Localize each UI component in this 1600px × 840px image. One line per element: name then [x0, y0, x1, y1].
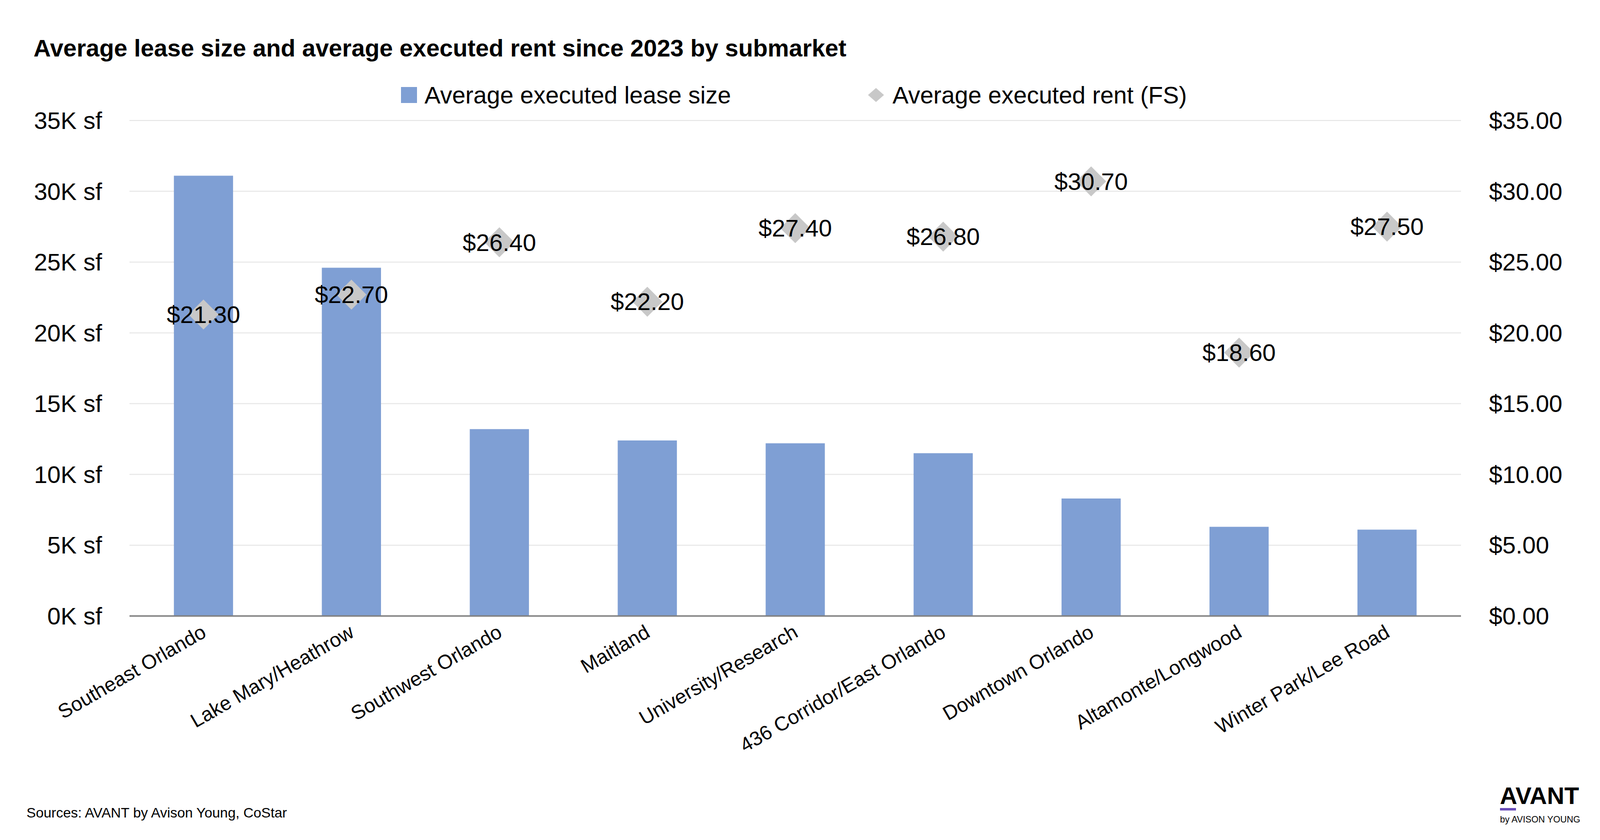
y2-tick [1461, 262, 1462, 263]
x-tick-label: Winter Park/Lee Road [1211, 620, 1393, 738]
plot-area [174, 166, 1417, 616]
data-label: $27.50 [1350, 213, 1424, 240]
bar [174, 175, 233, 616]
legend-label: Average executed lease size [424, 82, 731, 109]
data-label: $18.60 [1202, 339, 1276, 366]
y2-tick-label: $35.00 [1489, 107, 1563, 134]
x-tick-label: Maitland [577, 620, 654, 678]
bar [1061, 498, 1121, 616]
data-label: $26.40 [462, 229, 536, 256]
x-tick-label: 436 Corridor/East Orlando [736, 620, 949, 757]
chart: Average lease size and average executed … [0, 0, 1600, 840]
y2-tick [1461, 616, 1462, 617]
bar [913, 453, 973, 616]
x-tick-label: Lake Mary/Heathrow [186, 620, 358, 732]
y-tick-label: 30K sf [34, 178, 103, 205]
bar [1357, 529, 1417, 616]
bar [322, 267, 381, 616]
x-tick-label: Downtown Orlando [939, 620, 1098, 725]
data-label: $26.80 [906, 223, 980, 250]
y2-tick-label: $20.00 [1489, 320, 1563, 347]
logo-subtext: by AVISON YOUNG [1500, 814, 1580, 825]
y2-tick-label: $25.00 [1489, 249, 1563, 276]
bar [765, 443, 825, 616]
legend-swatch [401, 87, 417, 103]
x-tick-label: Southeast Orlando [54, 620, 210, 723]
y-tick-label: 0K sf [47, 603, 103, 630]
y2-tick [1461, 545, 1462, 546]
grid-line [129, 615, 1461, 617]
legend: Average executed lease size Average execu… [401, 82, 1187, 109]
y2-tick-label: $30.00 [1489, 178, 1563, 205]
y-tick-label: 15K sf [34, 390, 103, 417]
grid-line [129, 120, 1461, 121]
y2-tick-label: $10.00 [1489, 461, 1563, 488]
y2-tick [1461, 332, 1462, 333]
y2-tick [1461, 474, 1462, 475]
y-tick-label: 5K sf [47, 532, 103, 559]
legend-swatch [868, 88, 884, 102]
y2-tick-label: $15.00 [1489, 390, 1563, 417]
source: Sources: AVANT by Avison Young, CoStar [26, 805, 287, 821]
data-label: $22.70 [314, 281, 388, 308]
y-tick-label: 20K sf [34, 320, 103, 347]
y-tick-label: 25K sf [34, 249, 103, 276]
legend-label: Average executed rent (FS) [892, 82, 1187, 109]
logo: AVANT [1500, 782, 1579, 809]
grid-line [129, 261, 1461, 263]
bar [1209, 527, 1269, 616]
bar [617, 440, 677, 616]
data-label: $27.40 [758, 215, 832, 242]
data-label: $30.70 [1054, 168, 1128, 195]
y-tick-label: 10K sf [34, 461, 103, 488]
x-tick-label: University/Research [635, 620, 802, 729]
y2-tick [1461, 191, 1462, 192]
y2-tick [1461, 403, 1462, 404]
data-label: $22.20 [610, 288, 684, 315]
y2-tick-label: $5.00 [1489, 532, 1549, 559]
y2-tick [1461, 120, 1462, 121]
y2-tick-label: $0.00 [1489, 603, 1549, 630]
y-tick-label: 35K sf [34, 107, 103, 134]
logo-accent [1500, 808, 1516, 811]
x-tick-label: Southwest Orlando [347, 620, 506, 725]
x-axis [129, 615, 1461, 617]
bar [470, 429, 529, 616]
data-label: $21.30 [167, 301, 241, 328]
grid-line [129, 191, 1461, 192]
title: Average lease size and average executed … [33, 35, 847, 62]
